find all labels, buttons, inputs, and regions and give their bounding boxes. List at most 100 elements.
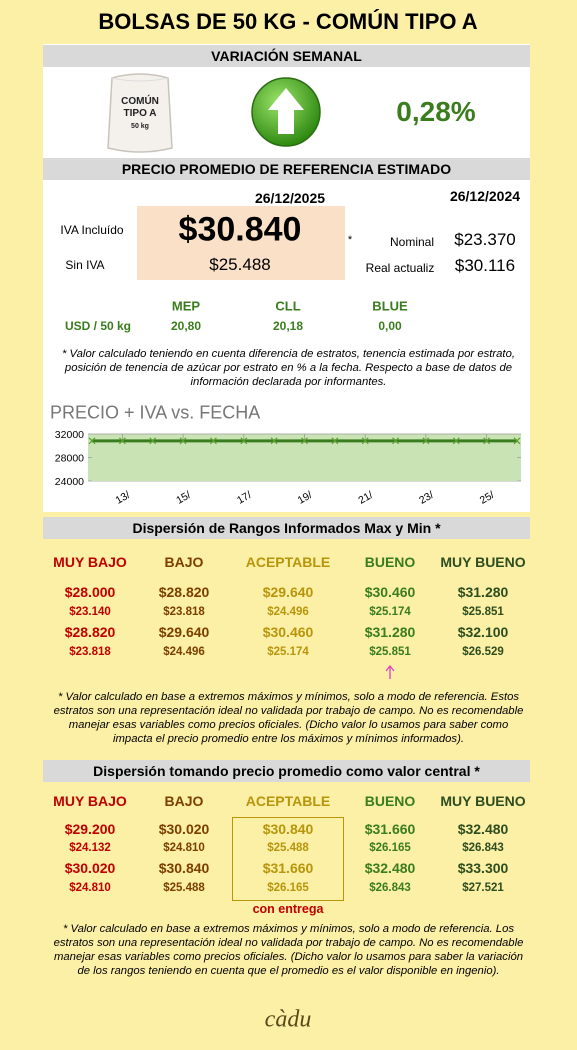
x-tick-label: 15/ <box>174 489 193 507</box>
x-tick-label: 23/ <box>417 489 436 507</box>
cell: $24.810 <box>69 882 111 894</box>
section-header: PRECIO PROMEDIO DE REFERENCIA ESTIMADO <box>43 158 530 180</box>
cell: $31.280 <box>457 584 509 600</box>
marker <box>240 437 248 445</box>
column-header: MUY BUENO <box>440 554 526 570</box>
label: Real actualiz <box>365 261 435 275</box>
column-header: MUY BUENO <box>440 793 526 809</box>
note: * Valor calculado teniendo en cuenta dif… <box>62 348 515 388</box>
note: * Valor calculado en base a extremos máx… <box>53 923 524 977</box>
bag-icon: COMÚN TIPO A 50 kg <box>107 73 173 153</box>
cell: $30.840 <box>262 821 314 837</box>
marker <box>361 437 369 445</box>
up-arrow-icon <box>251 77 321 147</box>
marker <box>149 437 157 445</box>
cell: $26.165 <box>267 882 309 894</box>
usd-value: 20,80 <box>170 319 202 333</box>
label: Sin IVA <box>65 258 105 272</box>
column-header: ACEPTABLE <box>245 793 331 809</box>
cell: $32.480 <box>364 860 416 876</box>
column-header: ACEPTABLE <box>245 554 331 570</box>
cell: $31.280 <box>364 624 416 640</box>
x-tick-label: 19/ <box>296 489 315 507</box>
cell: $23.818 <box>69 646 111 658</box>
usd-header: MEP <box>171 298 201 314</box>
x-tick-label: 21/ <box>356 489 375 507</box>
label: Nominal <box>389 235 435 249</box>
cell: $28.000 <box>64 584 116 600</box>
column-header: BUENO <box>364 554 416 570</box>
cell: $26.843 <box>369 882 411 894</box>
column-header: BAJO <box>164 793 204 809</box>
usd-label: USD / 50 kg <box>64 319 132 333</box>
cell: $25.488 <box>163 882 205 894</box>
x-tick-label: 25/ <box>478 489 497 507</box>
marker <box>452 437 460 445</box>
page-title: BOLSAS DE 50 KG - COMÚN TIPO A <box>98 9 478 34</box>
y-tick-label: 28000 <box>55 453 84 465</box>
date-previous: 26/12/2024 <box>449 188 521 204</box>
cell: $32.100 <box>457 624 509 640</box>
cell: $31.660 <box>262 860 314 876</box>
cell: $25.174 <box>369 606 411 618</box>
cell: $32.480 <box>457 821 509 837</box>
marker <box>513 437 521 445</box>
cell: $30.020 <box>64 860 116 876</box>
cell: $30.840 <box>158 860 210 876</box>
column-header: MUY BAJO <box>53 793 127 809</box>
x-tick-label: 17/ <box>235 489 254 507</box>
highlight-box <box>232 817 344 901</box>
cell: $23.818 <box>163 606 205 618</box>
logo: càdu <box>264 1006 312 1033</box>
marker <box>210 437 217 445</box>
cell: $29.640 <box>158 624 210 640</box>
weekly-change: 0,28% <box>396 96 476 127</box>
column-header: MUY BAJO <box>53 554 127 570</box>
section-header: Dispersión de Rangos Informados Max y Mi… <box>43 517 530 539</box>
cell: $28.820 <box>64 624 116 640</box>
cell: $24.132 <box>69 842 111 854</box>
marker <box>483 437 491 445</box>
cell: $29.200 <box>64 821 116 837</box>
price-box <box>137 206 345 280</box>
y-tick-label: 24000 <box>55 476 84 488</box>
cell: $30.020 <box>158 821 210 837</box>
cell: $25.851 <box>369 646 411 658</box>
area <box>92 440 517 481</box>
usd-value: 20,18 <box>272 319 304 333</box>
usd-value: 0,00 <box>378 319 402 333</box>
marker <box>392 437 399 445</box>
chart: 24000 28000 32000 13/15/17/19/21/23/25/ <box>55 429 521 507</box>
highlight-label: con entrega <box>252 902 324 916</box>
cell: $25.174 <box>267 646 309 658</box>
x-tick-label: 13/ <box>114 489 133 507</box>
usd-header: CLL <box>275 298 301 314</box>
marker <box>301 437 308 445</box>
cell: $29.640 <box>262 584 314 600</box>
cell: $24.496 <box>163 646 205 658</box>
marker <box>270 437 278 445</box>
cell: $26.165 <box>369 842 411 854</box>
cell: $30.460 <box>364 584 416 600</box>
marker <box>118 437 126 445</box>
cell: $28.820 <box>158 584 210 600</box>
cell: $33.300 <box>457 860 509 876</box>
marker <box>422 437 430 445</box>
section-header: Dispersión tomando precio promedio como … <box>43 760 530 782</box>
asterisk: * <box>347 234 353 246</box>
chart-title: PRECIO + IVA vs. FECHA <box>50 402 261 423</box>
pointer-arrow <box>385 664 395 679</box>
column-header: BUENO <box>364 793 416 809</box>
marker <box>331 437 339 445</box>
label: IVA Incluído <box>60 223 124 237</box>
marker <box>179 437 187 445</box>
cell: $27.521 <box>462 882 504 894</box>
cell: $26.843 <box>462 842 504 854</box>
price: $23.370 <box>454 230 516 249</box>
cell: $30.460 <box>262 624 314 640</box>
column-header: BAJO <box>164 554 204 570</box>
price-main: $30.840 <box>178 210 302 249</box>
note: * Valor calculado en base a extremos máx… <box>53 691 524 745</box>
cell: $25.488 <box>267 842 309 854</box>
